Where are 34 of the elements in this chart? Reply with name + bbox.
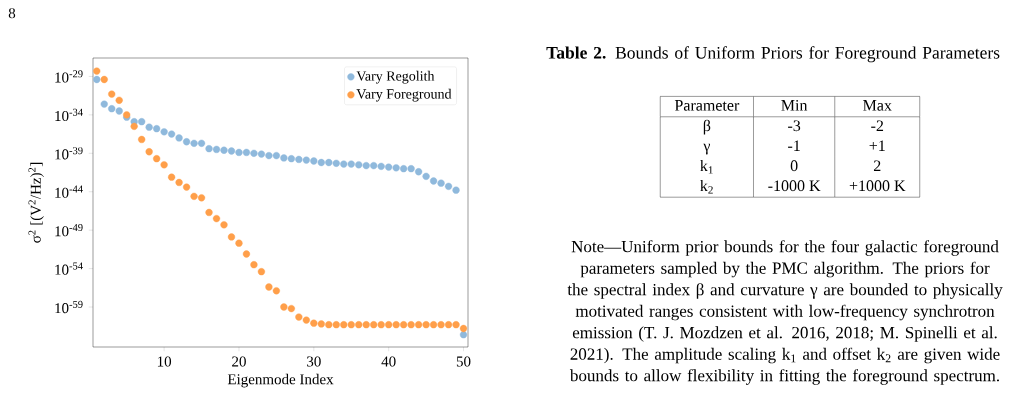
y-axis-title: σ$^{2}$ [(V$^{2}$/Hz)$^{2}$] — [28, 162, 44, 243]
y-tick-label: 10$^{-44}$ — [55, 185, 83, 198]
y-tick-label: 10$^{-39}$ — [55, 147, 83, 160]
text: Table 2. Bounds of Uniform Priors for Foreground Parameters — [546, 46, 1000, 63]
text: +1 — [869, 140, 885, 151]
text: Max — [863, 100, 892, 111]
text: k$_{2}$ — [700, 179, 713, 194]
legend-label: Vary Regolith — [356, 70, 435, 84]
text: +1000 K — [849, 180, 906, 192]
text: -3 — [788, 120, 801, 132]
text: Parameter — [674, 100, 740, 111]
y-tick-label: 10$^{-29}$ — [55, 70, 83, 83]
text: 8 — [8, 8, 16, 19]
y-tick-label: 10$^{-49}$ — [55, 224, 83, 237]
text: -1 — [788, 140, 800, 151]
text: k$_{1}$ — [700, 159, 713, 174]
x-tick-label: 10 — [157, 356, 172, 367]
text: 2 — [873, 160, 881, 171]
x-tick-label: 40 — [381, 356, 396, 367]
x-axis-title: Eigenmode Index — [227, 373, 334, 388]
x-tick-label: 20 — [232, 356, 246, 367]
x-tick-label: 50 — [456, 356, 471, 367]
y-tick-label: 10$^{-59}$ — [55, 300, 83, 314]
text: -2 — [871, 120, 884, 131]
y-tick-label: 10$^{-34}$ — [55, 108, 83, 122]
text: Min — [781, 100, 808, 111]
text: Note—Uniform prior bounds for the four galactic foreground parameters sampled by the PMC algorithm. The priors for the spectral index β and curvature γ are bounded to physically motivated ranges consistent with low-frequency synchrotron emission (T. J. Mozdzen et al. 2016, 2018; M. Spinelli et al. 2021). The amplitude scaling k$_{1}$ and offset k$_{2}$ are given wide bounds to allow flexibility in fitting the foreground spectrum. — [567, 240, 1003, 385]
text: γ — [703, 143, 711, 155]
x-tick-label: 30 — [307, 356, 321, 367]
legend-label: Vary Foreground — [356, 88, 452, 102]
text: -1000 K — [768, 180, 821, 192]
text: 0 — [790, 160, 798, 172]
text: β — [703, 119, 711, 135]
y-tick-label: 10$^{-54}$ — [55, 262, 83, 275]
